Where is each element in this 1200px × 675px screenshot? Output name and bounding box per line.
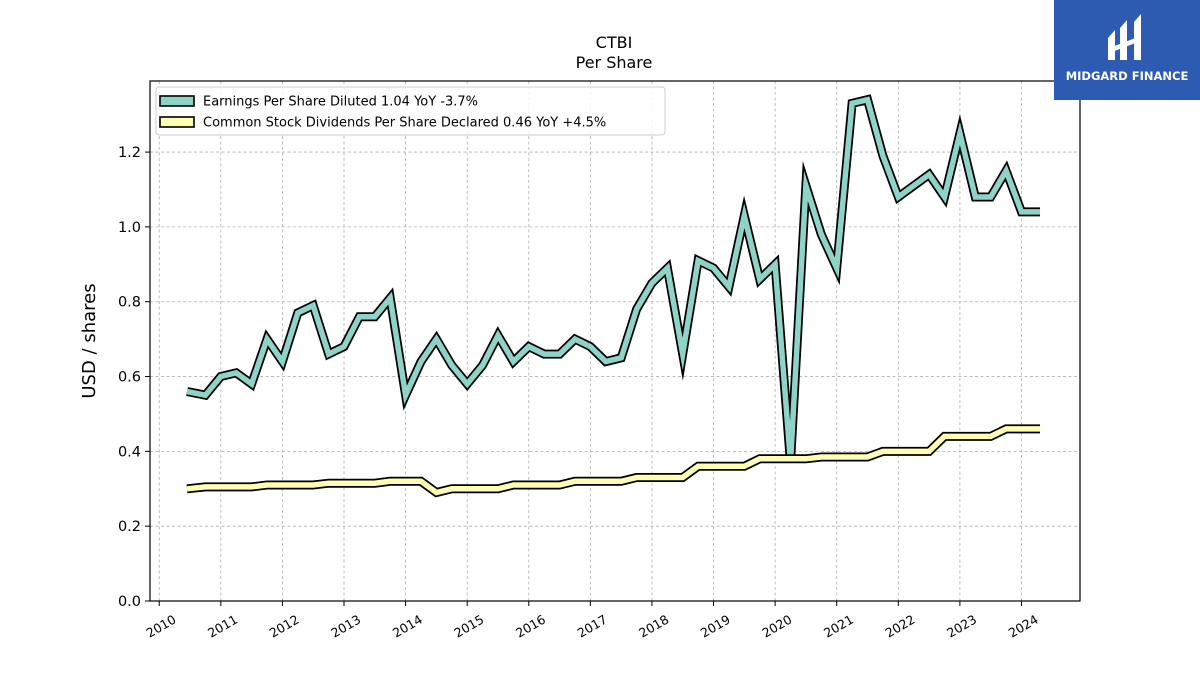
- logo-text: MIDGARD FINANCE: [1065, 69, 1189, 83]
- series-0-outline: [186, 94, 1040, 463]
- y-tick-label: 0.2: [118, 519, 141, 535]
- legend: Earnings Per Share Diluted 1.04 YoY -3.7…: [155, 86, 666, 136]
- x-tick-label: 2013: [328, 612, 363, 641]
- legend-swatch: [159, 95, 195, 107]
- x-tick-label: 2010: [143, 612, 178, 641]
- grid-layer: [150, 81, 1080, 602]
- y-tick-label: 0.4: [118, 444, 141, 460]
- y-tick-label: 1.0: [118, 220, 141, 236]
- chart-title: CTBI: [596, 33, 633, 52]
- x-tick-label: 2024: [1006, 612, 1041, 641]
- chart-subtitle: Per Share: [576, 53, 653, 72]
- legend-swatch: [159, 116, 195, 128]
- x-tick-label: 2019: [698, 612, 733, 641]
- x-tick-label: 2016: [513, 612, 548, 641]
- y-tick-label: 1.2: [118, 145, 141, 161]
- y-axis: 0.0 0.2 0.4 0.6 0.8 1.0 1.2: [118, 145, 150, 610]
- legend-box: [155, 86, 666, 136]
- logo-mark-icon: [1108, 14, 1141, 60]
- x-tick-label: 2018: [636, 612, 671, 641]
- y-tick-label: 0.6: [118, 370, 141, 386]
- y-tick-label: 0.8: [118, 295, 141, 311]
- x-tick-label: 2020: [759, 612, 794, 641]
- series-1-line: [186, 426, 1040, 496]
- x-axis: 2010 2011 2012 2013 2014 2015 2016 2017 2018 2019…: [143, 601, 1041, 641]
- y-tick-label: 0.0: [118, 594, 141, 610]
- series-layer: [186, 94, 1040, 498]
- x-tick-label: 2023: [944, 612, 979, 641]
- x-tick-label: 2022: [883, 612, 918, 641]
- legend-entry: Common Stock Dividends Per Share Declare…: [203, 116, 606, 131]
- y-axis-label: USD / shares: [79, 283, 100, 398]
- x-tick-label: 2012: [267, 612, 302, 641]
- series-0-line: [186, 96, 1040, 463]
- brand-logo: MIDGARD FINANCE: [1054, 0, 1200, 100]
- x-tick-label: 2011: [205, 612, 240, 641]
- x-tick-label: 2017: [575, 612, 610, 641]
- plot-frame: [149, 80, 1081, 602]
- legend-entry: Earnings Per Share Diluted 1.04 YoY -3.7…: [203, 95, 478, 110]
- x-tick-label: 2015: [451, 612, 486, 641]
- x-tick-label: 2014: [390, 612, 425, 641]
- x-tick-label: 2021: [821, 612, 856, 641]
